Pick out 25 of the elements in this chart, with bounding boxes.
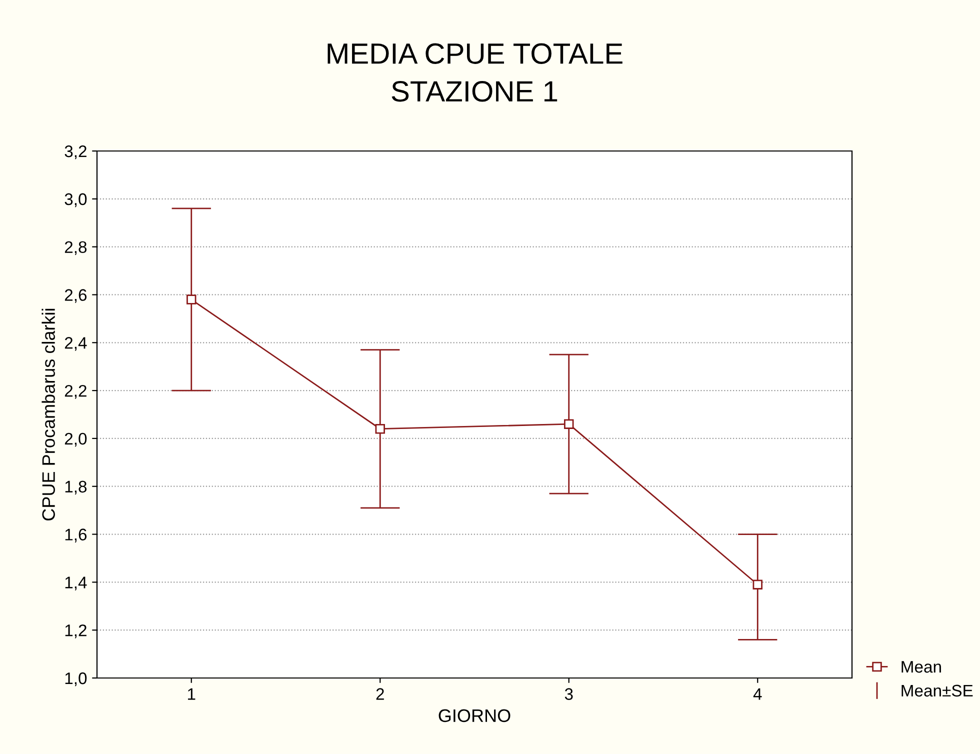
- y-tick-label: 3,2: [64, 145, 86, 160]
- y-tick-label: 2,8: [64, 241, 87, 255]
- y-tick-label: 1,2: [65, 624, 86, 638]
- x-tick-label: 1: [188, 688, 196, 700]
- x-tick-label: 3: [564, 688, 573, 700]
- y-axis-title: CPUE Procambarus clarkii: [42, 308, 55, 520]
- y-tick-label: 1,0: [65, 672, 87, 686]
- y-tick-label: 1,6: [65, 528, 87, 542]
- x-tick-label: 2: [376, 688, 384, 700]
- y-tick-label: 2,6: [64, 289, 87, 303]
- point: [564, 419, 574, 429]
- y-tick-label: 3,0: [64, 193, 87, 208]
- y-tick-label: 1,4: [65, 576, 87, 590]
- y-tick-label: 2,0: [64, 432, 87, 447]
- point: [752, 580, 762, 590]
- chart-title: MEDIA CPUE TOTALE STAZIONE 1: [328, 43, 622, 102]
- legend-label: Mean: [902, 661, 941, 673]
- x-tick-label: 4: [753, 688, 762, 700]
- y-tick-label: 1,8: [65, 480, 87, 495]
- y-tick-label: 2,2: [64, 384, 86, 399]
- y-tick-label: 2,4: [64, 337, 87, 351]
- text: Mean±SE: [902, 684, 973, 697]
- point: [375, 424, 385, 434]
- point: [186, 294, 196, 304]
- x-axis-title: GIORNO: [438, 709, 510, 722]
